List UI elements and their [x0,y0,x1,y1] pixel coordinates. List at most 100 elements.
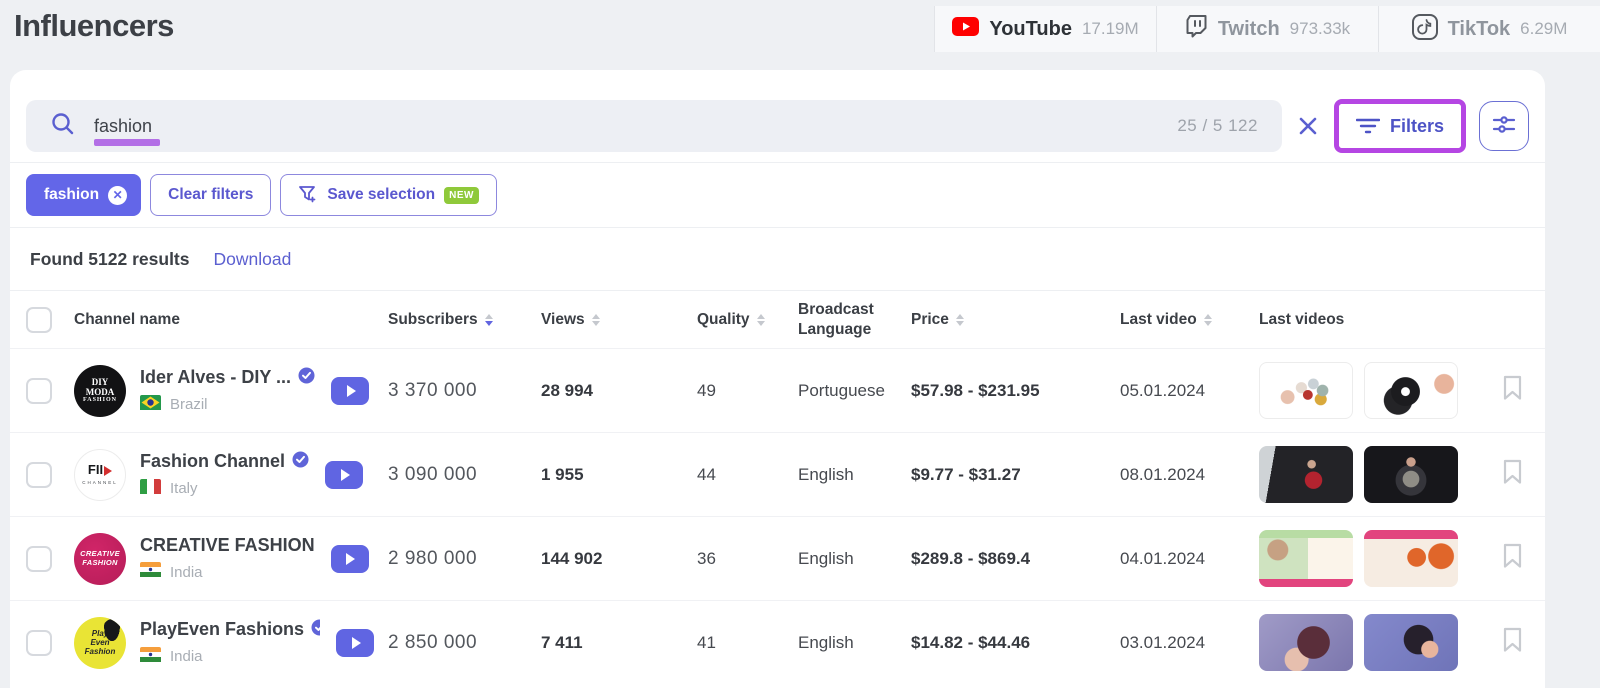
select-all-checkbox[interactable] [26,307,52,333]
sliders-icon [1491,112,1517,141]
play-icon [341,469,350,481]
subscribers-value: 3 370 000 [380,380,533,402]
price-value: $9.77 - $31.27 [904,465,1112,485]
channel-name-link[interactable]: PlayEven Fashions [140,619,304,640]
search-settings-button[interactable] [1479,101,1529,151]
tab-youtube-label: YouTube [989,18,1072,41]
video-thumbnail[interactable] [1364,530,1458,587]
remove-chip-icon[interactable]: ✕ [108,186,127,205]
clear-filters-button[interactable]: Clear filters [150,174,271,216]
bookmark-icon[interactable] [1502,543,1529,574]
sort-price-icon[interactable] [956,314,964,326]
video-thumbnail[interactable] [1259,614,1353,671]
language-value: English [790,465,904,485]
bookmark-icon[interactable] [1502,459,1529,490]
tab-twitch[interactable]: Twitch 973.33k [1156,6,1378,52]
column-subscribers[interactable]: Subscribers [380,311,533,329]
column-last-videos: Last videos [1252,311,1462,329]
sort-views-icon[interactable] [592,314,600,326]
row-checkbox[interactable] [26,630,52,656]
download-link[interactable]: Download [214,249,292,270]
sort-subscribers-icon[interactable] [485,314,493,326]
india-flag-icon [140,562,161,582]
last-video-date: 03.01.2024 [1112,633,1252,653]
verified-badge-icon [292,451,309,473]
sort-last-video-icon[interactable] [1204,314,1212,326]
price-value: $57.98 - $231.95 [904,381,1112,401]
channel-name-link[interactable]: CREATIVE FASHION [140,535,315,556]
row-checkbox[interactable] [26,378,52,404]
open-channel-play-button[interactable] [331,377,369,405]
channel-avatar[interactable]: Play Even Fashion [74,617,126,669]
sort-quality-icon[interactable] [757,314,765,326]
twitch-icon [1185,14,1208,44]
filters-button[interactable]: Filters [1339,104,1461,148]
language-value: English [790,633,904,653]
last-videos-thumbnails [1252,446,1462,503]
video-thumbnail[interactable] [1364,362,1458,419]
tab-youtube-count: 17.19M [1082,19,1139,39]
views-value: 7 411 [533,633,689,653]
verified-badge-icon [311,619,320,641]
last-video-date: 08.01.2024 [1112,465,1252,485]
column-last-video[interactable]: Last video [1112,311,1252,329]
price-value: $14.82 - $44.46 [904,633,1112,653]
play-icon [346,553,355,565]
filter-chip-label: fashion [44,186,99,204]
verified-badge-icon [298,367,315,389]
video-thumbnail[interactable] [1364,614,1458,671]
bookmark-icon[interactable] [1502,627,1529,658]
channel-name-link[interactable]: Fashion Channel [140,451,285,472]
views-value: 28 994 [533,381,689,401]
tab-twitch-count: 973.33k [1290,19,1351,39]
subscribers-value: 2 850 000 [380,632,533,654]
save-selection-button[interactable]: Save selection NEW [280,174,497,216]
page-title: Influencers [14,8,174,44]
channel-avatar[interactable]: CREATIVE FASHION [74,533,126,585]
save-selection-label: Save selection [327,186,435,204]
column-quality[interactable]: Quality [689,311,790,329]
channel-avatar[interactable]: DIY MODA FASHION [74,365,126,417]
clear-search-icon[interactable] [1295,113,1321,139]
video-thumbnail[interactable] [1364,446,1458,503]
quality-value: 44 [689,465,790,485]
video-thumbnail[interactable] [1259,362,1353,419]
quality-value: 41 [689,633,790,653]
video-thumbnail[interactable] [1259,530,1353,587]
language-value: English [790,549,904,569]
video-thumbnail[interactable] [1259,446,1353,503]
last-videos-thumbnails [1252,614,1462,671]
channel-country: Italy [170,480,198,497]
bookmark-icon[interactable] [1502,375,1529,406]
filter-chip-fashion[interactable]: fashion ✕ [26,174,141,216]
brazil-flag-icon [140,395,161,415]
tab-tiktok-label: TikTok [1448,18,1511,41]
search-input[interactable]: fashion 25 / 5 122 [26,100,1282,152]
row-checkbox[interactable] [26,546,52,572]
youtube-icon [952,17,979,41]
channel-avatar[interactable]: FII CHANNEL [74,449,126,501]
column-views[interactable]: Views [533,311,689,329]
tab-tiktok-count: 6.29M [1520,19,1567,39]
search-icon [50,111,76,142]
search-row: fashion 25 / 5 122 Filters [10,70,1545,162]
open-channel-play-button[interactable] [325,461,363,489]
results-summary-row: Found 5122 results Download [10,228,1545,290]
table-row: FII CHANNEL Fashion Channel Italy 3 090 … [10,432,1545,516]
row-checkbox[interactable] [26,462,52,488]
open-channel-play-button[interactable] [331,545,369,573]
table-header: Channel name Subscribers Views Quality B… [10,291,1545,348]
quality-value: 36 [689,549,790,569]
active-filters-row: fashion ✕ Clear filters Save selection N… [10,163,1545,227]
open-channel-play-button[interactable] [336,629,374,657]
play-icon [347,385,356,397]
tab-tiktok[interactable]: TikTok 6.29M [1378,6,1600,52]
play-icon [352,637,361,649]
tab-youtube[interactable]: YouTube 17.19M [934,6,1156,52]
tab-twitch-label: Twitch [1218,18,1280,41]
new-badge: NEW [444,187,479,204]
column-price[interactable]: Price [904,311,1112,329]
subscribers-value: 3 090 000 [380,464,533,486]
price-value: $289.8 - $869.4 [904,549,1112,569]
channel-name-link[interactable]: Ider Alves - DIY ... [140,367,291,388]
